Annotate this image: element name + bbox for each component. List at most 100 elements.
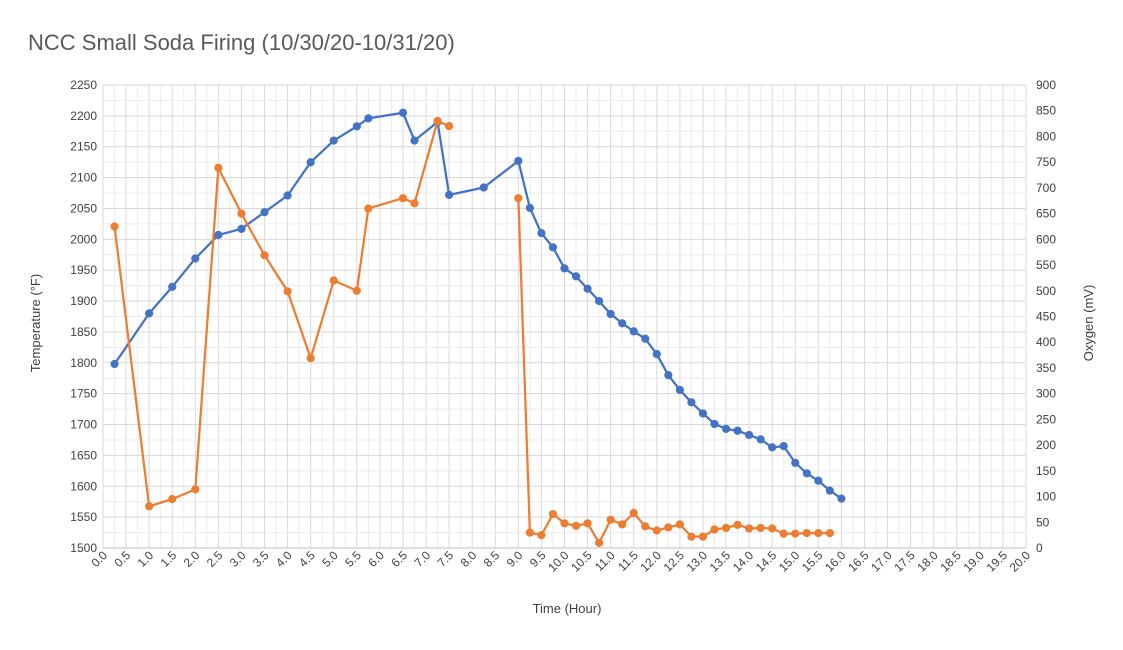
y-tick-label: 1500 — [70, 541, 97, 555]
x-tick-label: 12.5 — [661, 548, 688, 575]
oxygen-point — [802, 528, 811, 538]
y2-tick-label: 700 — [1036, 181, 1056, 195]
x-tick-label: 5.5 — [342, 548, 364, 570]
oxygen-point — [652, 526, 661, 535]
y-tick-label: 1900 — [70, 294, 97, 308]
oxygen-line — [113, 119, 450, 508]
y2-tick-label: 750 — [1036, 155, 1056, 169]
x-tick-label: 20.0 — [1007, 548, 1034, 575]
temperature-point — [479, 183, 488, 192]
x-tick-label: 1.5 — [158, 548, 180, 570]
chart-title: NCC Small Soda Firing (10/30/20-10/31/20… — [28, 30, 455, 55]
oxygen-point — [514, 194, 523, 203]
temperature-point — [571, 272, 581, 281]
y-tick-label: 2050 — [70, 201, 97, 215]
y-tick-label: 1850 — [70, 325, 97, 339]
oxygen-point — [606, 515, 615, 524]
oxygen-point — [595, 538, 604, 547]
x-tick-label: 3.0 — [227, 548, 249, 570]
temperature-point — [618, 319, 627, 328]
oxygen-point — [433, 116, 442, 126]
temperature-point — [698, 409, 708, 418]
oxygen-point — [145, 502, 154, 511]
x-tick-label: 6.5 — [388, 548, 410, 570]
x-tick-label: 18.0 — [914, 548, 941, 575]
temperature-point — [283, 191, 292, 200]
y-tick-label: 1750 — [70, 387, 97, 401]
oxygen-point — [191, 485, 200, 494]
temperature-point — [779, 442, 788, 451]
oxygen-point — [560, 519, 569, 528]
temperature-point — [237, 224, 246, 233]
y2-tick-label: 300 — [1036, 387, 1056, 401]
y2-tick-label: 450 — [1036, 310, 1056, 324]
x-tick-label: 1.0 — [135, 548, 157, 570]
oxygen-point — [814, 528, 823, 538]
oxygen-point — [398, 194, 408, 203]
temperature-point — [721, 424, 731, 433]
oxygen-point — [352, 286, 361, 295]
oxygen-point — [168, 495, 177, 504]
x-tick-label: 8.0 — [458, 548, 480, 570]
x-tick-label: 11.5 — [615, 548, 641, 574]
x-tick-label: 0.5 — [111, 548, 133, 570]
temperature-point — [560, 264, 569, 273]
temperature-point — [756, 435, 765, 444]
y-axis-label: Temperature (°F) — [28, 274, 43, 372]
y2-tick-label: 850 — [1036, 104, 1056, 118]
x-tick-label: 16.0 — [822, 548, 849, 575]
x-axis-label: Time (Hour) — [533, 601, 602, 616]
x-tick-label: 18.5 — [937, 548, 964, 575]
y-axis-ticks: 1500 1550 1600 1650 1700 1750 1800 1850 1900 1950… — [70, 78, 97, 555]
y2-tick-label: 900 — [1036, 78, 1056, 92]
x-tick-label: 17.0 — [868, 548, 895, 575]
oxygen-point — [237, 209, 246, 218]
y2-axis-label: Oxygen (mV) — [1081, 285, 1096, 362]
oxygen-point — [768, 524, 777, 533]
x-tick-label: 9.5 — [527, 548, 549, 570]
temperature-point — [537, 229, 546, 238]
y2-tick-label: 200 — [1036, 438, 1056, 452]
y2-tick-label: 500 — [1036, 284, 1056, 298]
x-tick-label: 6.0 — [365, 548, 387, 570]
x-tick-label: 10.0 — [545, 548, 572, 575]
y2-tick-label: 0 — [1036, 541, 1043, 555]
temperature-point — [214, 230, 223, 240]
oxygen-point — [283, 287, 292, 296]
y2-axis-ticks: 0 50 100 150 200 250 300 350 400 450 500 550 600 650 7… — [1036, 78, 1056, 555]
temperature-point — [664, 371, 673, 380]
temperature-point — [687, 398, 696, 407]
x-tick-label: 2.5 — [204, 548, 226, 570]
y-tick-label: 2150 — [70, 140, 97, 154]
y2-tick-label: 650 — [1036, 207, 1056, 221]
oxygen-point — [664, 523, 673, 532]
temperature-point — [525, 203, 534, 212]
temperature-point — [260, 208, 269, 217]
x-tick-label: 14.0 — [730, 548, 757, 575]
temperature-point — [445, 190, 454, 199]
oxygen-point — [364, 204, 373, 213]
grid — [102, 84, 1027, 549]
oxygen-point — [329, 276, 338, 285]
y2-tick-label: 250 — [1036, 412, 1056, 426]
x-tick-label: 13.0 — [684, 548, 711, 575]
x-tick-label: 19.0 — [961, 548, 988, 575]
y-tick-label: 1550 — [70, 510, 97, 524]
oxygen-point — [629, 508, 638, 518]
x-tick-label: 2.0 — [181, 548, 203, 570]
temperature-point — [398, 108, 408, 117]
x-tick-label: 14.5 — [753, 548, 780, 575]
temperature-point — [110, 359, 119, 369]
x-tick-label: 17.5 — [891, 548, 918, 575]
x-axis-ticks: 0.0 0.5 1.0 1.5 2.0 2.5 3.0 3.5 4.0 4.5 5.0 5.5 6.0 6… — [88, 548, 1033, 575]
temperature-point — [352, 122, 361, 131]
oxygen-point — [306, 354, 315, 363]
temperature-point — [710, 419, 719, 429]
y-tick-label: 2200 — [70, 109, 97, 123]
oxygen-point — [618, 520, 627, 529]
oxygen-point — [710, 525, 719, 534]
x-tick-label: 3.5 — [250, 548, 272, 570]
oxygen-point — [756, 523, 765, 533]
oxygen-point — [110, 222, 119, 231]
temperature-point — [410, 136, 419, 145]
